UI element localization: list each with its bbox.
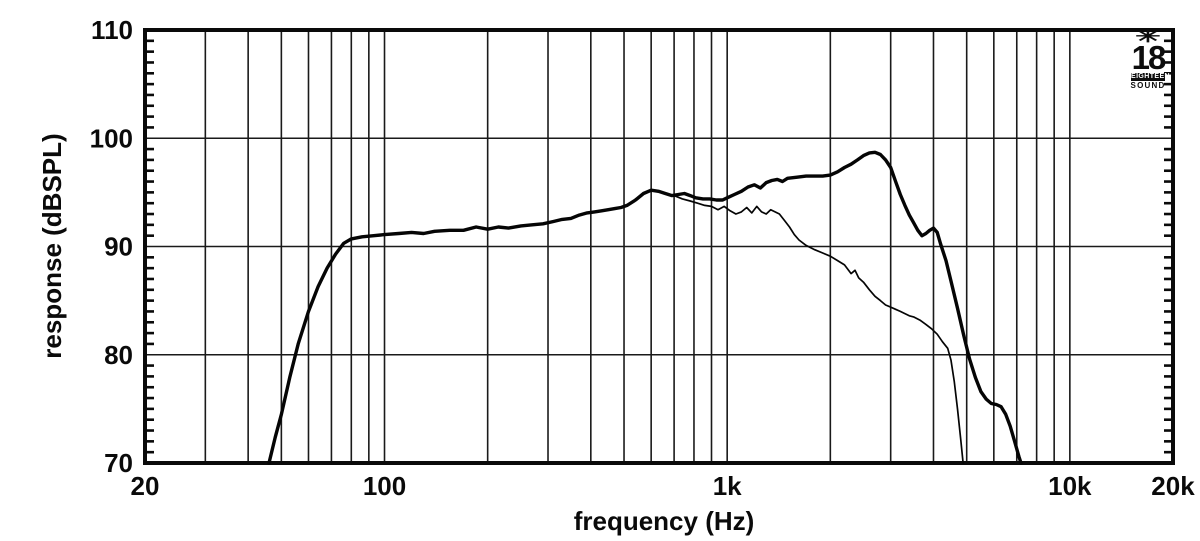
logo-brand-line1: EIGHTEEN <box>1131 73 1170 81</box>
y-tick-label: 70 <box>104 448 133 478</box>
y-tick-label: 80 <box>104 340 133 370</box>
x-tick-label: 100 <box>363 471 406 501</box>
y-tick-label: 110 <box>91 15 133 45</box>
logo-brand-line2: SOUND <box>1130 81 1166 90</box>
starburst-icon: ✳ <box>1135 27 1161 46</box>
x-tick-label: 20 <box>131 471 160 501</box>
response-curve-thick-curve <box>267 150 1023 465</box>
response-curve-thin-curve <box>673 194 964 464</box>
eighteen-sound-logo: ✳ 18 EIGHTEEN SOUND <box>1124 28 1172 90</box>
x-tick-label: 10k <box>1048 471 1092 501</box>
y-tick-label: 100 <box>90 123 133 153</box>
y-axis-title: response (dBSPL) <box>37 133 67 358</box>
x-tick-label: 20k <box>1151 471 1195 501</box>
y-tick-label: 90 <box>104 232 133 262</box>
logo-number: 18 <box>1131 39 1167 76</box>
x-tick-label: 1k <box>713 471 742 501</box>
x-axis-title: frequency (Hz) <box>574 506 755 536</box>
plot-border <box>143 28 1175 465</box>
